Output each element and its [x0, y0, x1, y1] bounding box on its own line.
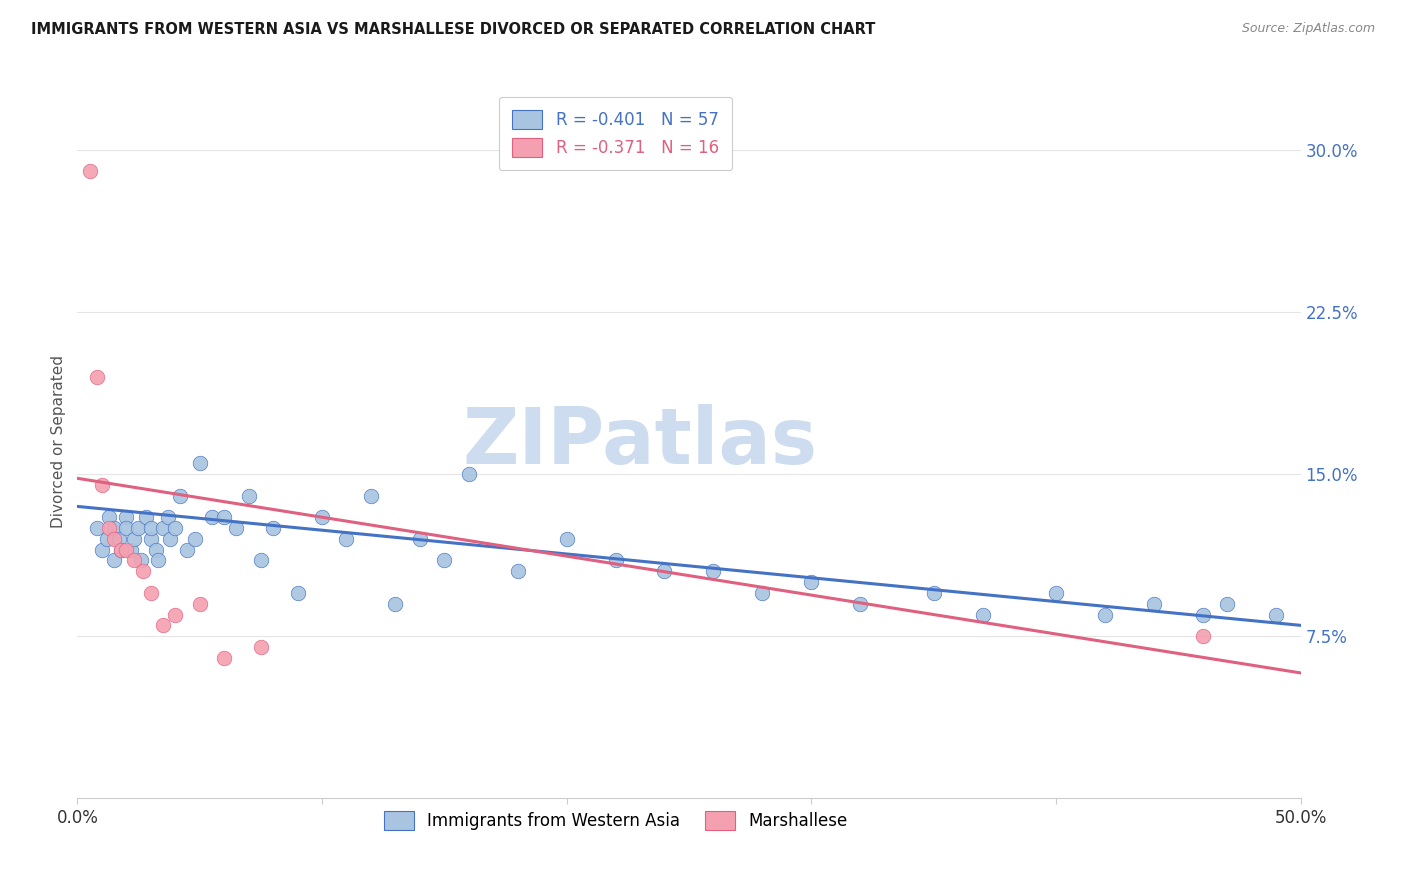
Point [122, 553, 145, 567]
Point [360, 489, 382, 503]
Point [702, 564, 724, 578]
Point [79, 164, 101, 178]
Point [132, 564, 155, 578]
Point [212, 650, 235, 665]
Point [115, 521, 138, 535]
Point [139, 586, 162, 600]
Point [139, 532, 162, 546]
Point [188, 597, 211, 611]
Point [98, 521, 121, 535]
Point [159, 532, 181, 546]
Point [165, 607, 187, 622]
Point [156, 510, 179, 524]
Point [135, 510, 157, 524]
Point [184, 532, 207, 546]
Point [212, 510, 235, 524]
Point [103, 553, 125, 567]
Point [311, 510, 333, 524]
Point [169, 489, 191, 503]
Point [1216, 597, 1239, 611]
Point [120, 542, 142, 557]
Point [122, 532, 145, 546]
Point [108, 532, 131, 546]
Point [433, 553, 456, 567]
Point [922, 586, 945, 600]
Point [127, 521, 149, 535]
Point [457, 467, 479, 481]
Text: Source: ZipAtlas.com: Source: ZipAtlas.com [1241, 22, 1375, 36]
Point [90, 542, 112, 557]
Y-axis label: Divorced or Separated: Divorced or Separated [51, 355, 66, 528]
Point [129, 553, 152, 567]
Point [605, 553, 627, 567]
Point [238, 489, 260, 503]
Point [225, 521, 247, 535]
Point [1094, 607, 1116, 622]
Point [98, 510, 121, 524]
Point [1191, 607, 1213, 622]
Point [1045, 586, 1067, 600]
Point [262, 521, 284, 535]
Legend: Immigrants from Western Asia, Marshallese: Immigrants from Western Asia, Marshalles… [370, 797, 860, 844]
Point [110, 542, 132, 557]
Text: IMMIGRANTS FROM WESTERN ASIA VS MARSHALLESE DIVORCED OR SEPARATED CORRELATION CH: IMMIGRANTS FROM WESTERN ASIA VS MARSHALL… [31, 22, 876, 37]
Point [96, 532, 118, 546]
Point [176, 542, 198, 557]
Point [146, 553, 169, 567]
Text: ZIPatlas: ZIPatlas [463, 403, 817, 480]
Point [800, 575, 823, 590]
Point [1191, 629, 1213, 643]
Point [250, 553, 273, 567]
Point [849, 597, 872, 611]
Point [384, 597, 406, 611]
Point [1143, 597, 1166, 611]
Point [103, 521, 125, 535]
Point [335, 532, 357, 546]
Point [409, 532, 432, 546]
Point [110, 542, 132, 557]
Point [654, 564, 676, 578]
Point [250, 640, 273, 654]
Point [287, 586, 309, 600]
Point [188, 456, 211, 470]
Point [152, 521, 174, 535]
Point [506, 564, 529, 578]
Point [555, 532, 578, 546]
Point [165, 521, 187, 535]
Point [139, 521, 162, 535]
Point [201, 510, 224, 524]
Point [103, 532, 125, 546]
Point [972, 607, 994, 622]
Point [152, 618, 174, 632]
Point [86, 521, 108, 535]
Point [145, 542, 167, 557]
Point [86, 369, 108, 384]
Point [1265, 607, 1288, 622]
Point [115, 542, 138, 557]
Point [115, 510, 138, 524]
Point [751, 586, 773, 600]
Point [90, 477, 112, 491]
